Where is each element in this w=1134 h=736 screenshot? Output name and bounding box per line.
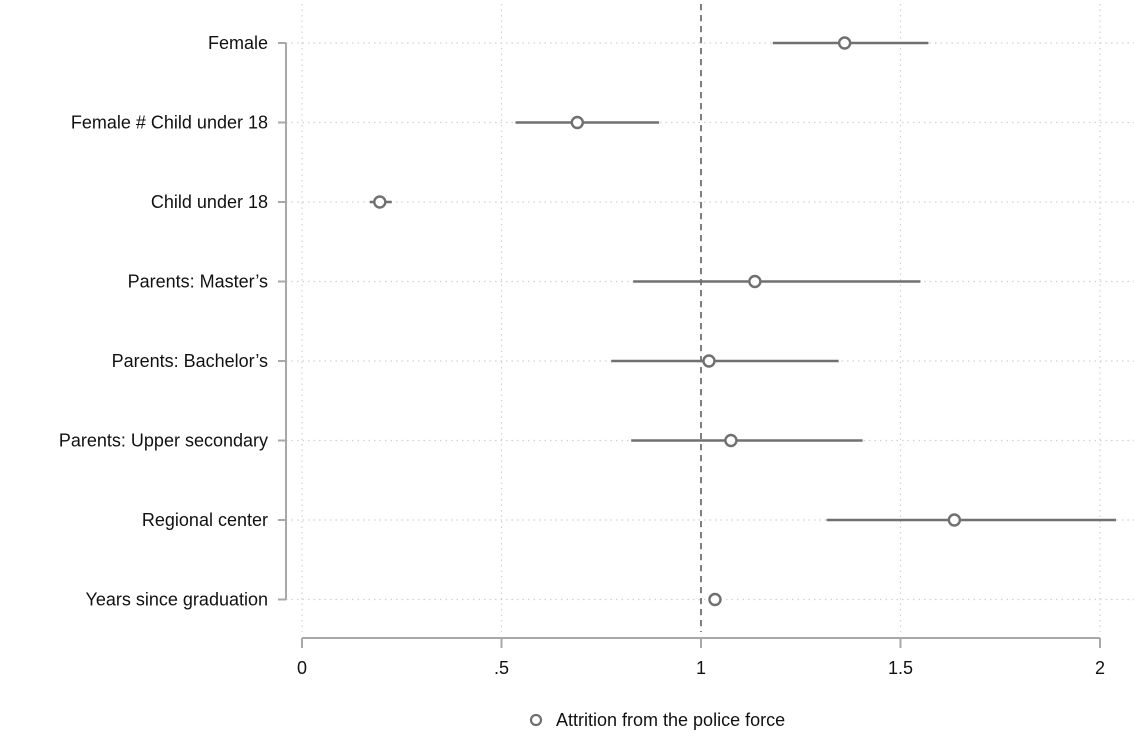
x-tick-label: 2 bbox=[1095, 658, 1105, 678]
legend-label: Attrition from the police force bbox=[556, 710, 785, 730]
category-label: Parents: Master’s bbox=[128, 272, 268, 292]
x-tick-label: .5 bbox=[494, 658, 509, 678]
category-label: Parents: Upper secondary bbox=[59, 431, 268, 451]
point-estimate bbox=[837, 36, 852, 50]
x-tick-label: 1.5 bbox=[888, 658, 913, 678]
category-label: Female # Child under 18 bbox=[71, 113, 268, 133]
category-labels: Female Female # Child under 18 Child under… bbox=[59, 33, 268, 610]
grid-lines bbox=[286, 4, 1134, 632]
category-label: Child under 18 bbox=[151, 192, 268, 212]
point-estimate bbox=[702, 354, 716, 368]
point-estimates bbox=[373, 36, 962, 607]
point-estimate bbox=[708, 592, 722, 607]
category-label: Regional center bbox=[142, 510, 268, 530]
category-label: Parents: Bachelor’s bbox=[112, 351, 268, 371]
point-estimate bbox=[373, 195, 387, 209]
category-label: Female bbox=[208, 33, 268, 53]
point-estimate bbox=[724, 433, 738, 448]
confidence-intervals bbox=[369, 41, 1116, 601]
axes bbox=[278, 42, 1100, 639]
x-tick-label: 1 bbox=[696, 658, 706, 678]
x-axis-ticks: 0 .5 1 1.5 2 bbox=[297, 638, 1105, 678]
x-tick-label: 0 bbox=[297, 658, 307, 678]
point-estimate bbox=[947, 513, 962, 527]
category-label: Years since graduation bbox=[86, 590, 268, 610]
point-estimate bbox=[570, 115, 585, 130]
point-estimate bbox=[748, 274, 762, 289]
legend: Attrition from the police force bbox=[529, 710, 785, 730]
legend-marker bbox=[529, 713, 543, 727]
